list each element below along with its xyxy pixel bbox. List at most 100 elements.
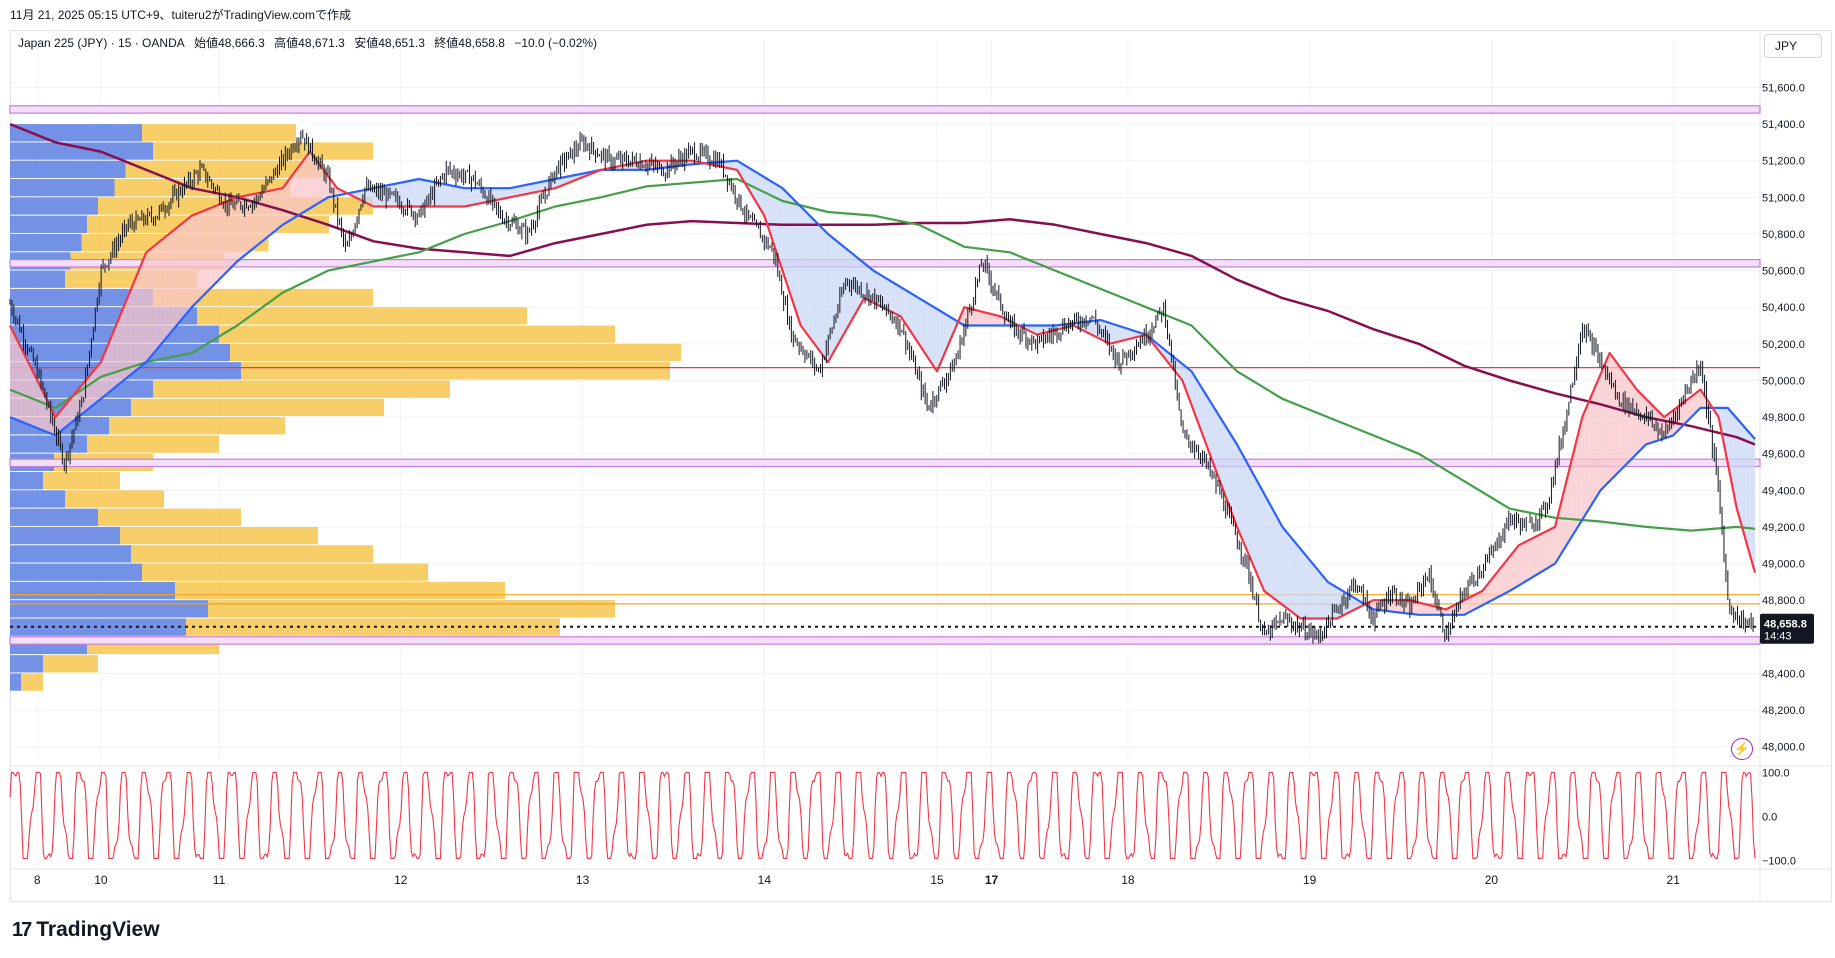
time-tick-label: 21 (1667, 873, 1681, 887)
ema-cloud-segment (969, 308, 975, 326)
ema-cloud-segment (520, 185, 525, 196)
price-tick-label: 50,000.0 (1762, 375, 1805, 387)
time-tick-label: 20 (1485, 873, 1499, 887)
ema-cloud-segment (193, 213, 198, 306)
price-tick-label: 50,800.0 (1762, 229, 1805, 241)
price-tick-label: 51,200.0 (1762, 156, 1805, 168)
ema-cloud-segment (1689, 394, 1694, 419)
ema-cloud-segment (817, 222, 822, 354)
time-tick-label: 12 (394, 873, 408, 887)
tradingview-brand[interactable]: 17 TradingView (12, 918, 160, 942)
ema-cloud-segment (319, 164, 325, 203)
ema-cloud-segment (1567, 459, 1572, 544)
ema-cloud-segment (978, 310, 983, 326)
ema-cloud-segment (995, 315, 1001, 326)
ema-cloud-segment (843, 246, 848, 336)
ema-cloud-segment (1501, 560, 1507, 596)
ema-cloud-segment (446, 184, 451, 207)
ema-cloud-segment (1724, 407, 1729, 469)
ema-cloud-segment (367, 188, 373, 206)
ema-cloud-segment (1196, 379, 1201, 431)
ema-cloud-segment (991, 314, 996, 326)
ema-cloud-segment (1279, 521, 1284, 606)
ema-cloud-segment (1497, 566, 1502, 598)
volume-profile-down-bar (10, 142, 153, 160)
ema-cloud-segment (1680, 401, 1686, 428)
ema-cloud-segment (760, 174, 765, 217)
ema-cloud-segment (415, 179, 421, 207)
ema-cloud-segment (1214, 407, 1219, 478)
ema-cloud-segment (1593, 380, 1598, 502)
price-tick-label: 49,400.0 (1762, 485, 1805, 497)
volume-profile-down-bar (10, 435, 87, 453)
ema-cloud-segment (878, 273, 883, 308)
volume-profile-up-bar (65, 490, 164, 508)
ema-cloud-segment (1510, 549, 1516, 591)
ema-cloud-segment (1118, 325, 1123, 342)
ema-cloud-segment (1515, 544, 1520, 588)
ema-cloud-segment (271, 189, 277, 234)
time-tick-label: 17 (985, 873, 999, 887)
ema-cloud-segment (808, 214, 813, 342)
ema-cloud-segment (982, 311, 988, 326)
ema-cloud-segment (232, 197, 237, 267)
ema-cloud-segment (372, 187, 377, 207)
ema-cloud-segment (934, 307, 940, 369)
lightning-icon[interactable]: ⚡ (1731, 738, 1753, 760)
ema-cloud-segment (223, 201, 229, 275)
ema-cloud-segment (825, 231, 831, 360)
ema-cloud-segment (725, 161, 730, 169)
price-tick-label: 48,800.0 (1762, 595, 1805, 607)
ema-cloud-segment (1200, 386, 1206, 442)
ema-cloud-segment (97, 360, 102, 402)
ema-cloud-segment (1685, 397, 1690, 424)
ema-cloud-segment (1414, 601, 1420, 615)
ema-cloud-segment (1615, 360, 1620, 476)
ema-cloud-segment (1253, 474, 1258, 576)
ema-cloud-segment (1432, 605, 1437, 615)
support-resistance-zone (9, 636, 1761, 645)
ohlc-low: 安値48,651.3 (354, 36, 425, 50)
price-tick-label: 49,000.0 (1762, 559, 1805, 571)
ema-cloud-segment (786, 192, 791, 296)
currency-button[interactable]: JPY (1764, 34, 1822, 58)
ema-cloud-segment (777, 185, 783, 270)
ema-cloud-segment (502, 188, 508, 199)
ema-cloud-segment (1423, 603, 1428, 615)
ema-cloud-segment (149, 246, 154, 359)
ema-cloud-segment (1305, 555, 1311, 619)
ema-cloud-segment (917, 297, 922, 349)
ema-cloud-segment (856, 256, 861, 313)
ema-mid-line (9, 159, 1756, 616)
ema-cloud-segment (1091, 320, 1097, 338)
ohlc-change: −10.0 (−0.02%) (514, 36, 598, 50)
ema-cloud-segment (75, 387, 80, 420)
oscillator-tick-label: 100.0 (1762, 767, 1790, 779)
ema-cloud-segment (228, 199, 233, 271)
ema-cloud-segment (1506, 555, 1511, 593)
ema-cloud-segment (795, 201, 800, 323)
ema-cloud-segment (751, 169, 756, 202)
ema-cloud-segment (36, 378, 41, 430)
volume-profile-down-bar (10, 563, 142, 581)
ema-cloud-segment (1493, 571, 1498, 600)
ema-cloud-segment (943, 312, 948, 356)
ema-cloud-segment (555, 178, 560, 189)
volume-profile-down-bar (10, 270, 65, 288)
ema-cloud-segment (450, 185, 455, 207)
ema-cloud-segment (1480, 588, 1485, 607)
ema-cloud-segment (71, 392, 76, 423)
ema-cloud-segment (1471, 594, 1476, 612)
ema-cloud-segment (886, 278, 892, 312)
volume-profile-down-bar (10, 508, 98, 526)
ema-cloud-segment (1218, 414, 1223, 489)
ema-cloud-segment (1746, 429, 1751, 558)
symbol-legend[interactable]: Japan 225 (JPY) · 15 · OANDA 始値48,666.3 … (18, 34, 603, 51)
ema-cloud-segment (1235, 442, 1241, 535)
ema-cloud-segment (92, 366, 98, 406)
ema-cloud-segment (140, 254, 146, 367)
ema-cloud-segment (1262, 490, 1267, 593)
ema-cloud-segment (267, 190, 272, 238)
time-tick-label: 13 (576, 873, 590, 887)
